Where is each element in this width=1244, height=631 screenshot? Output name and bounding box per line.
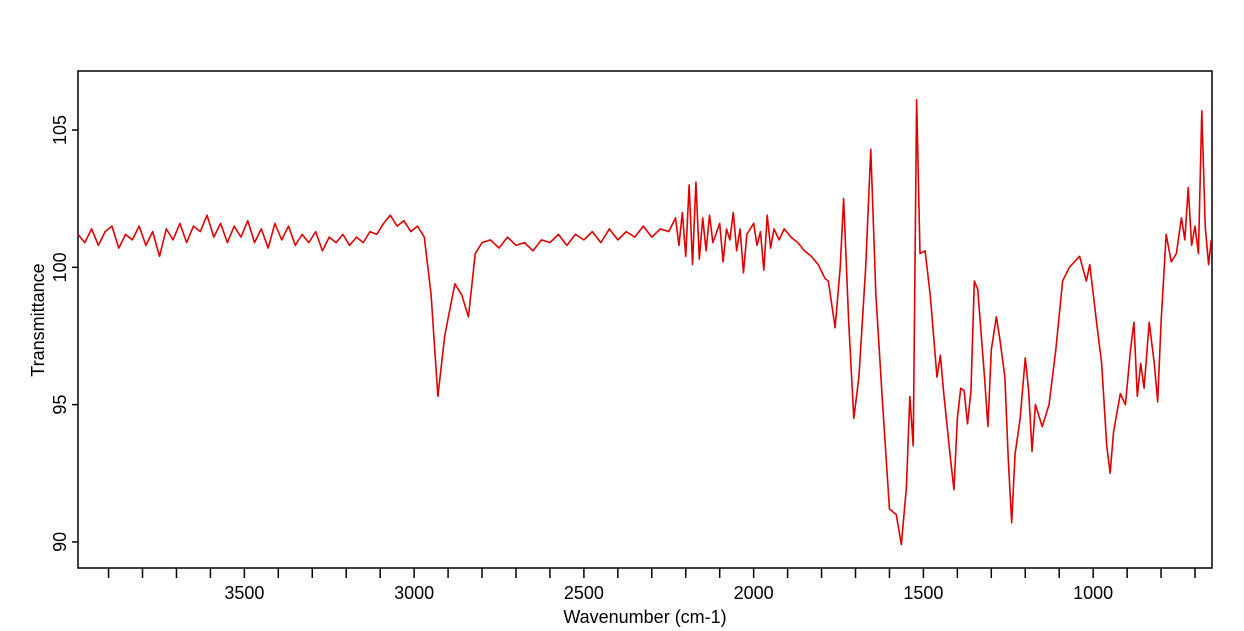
y-tick-label: 100 <box>50 252 70 282</box>
y-axis-label: Transmittance <box>28 263 48 376</box>
x-axis-label: Wavenumber (cm-1) <box>563 607 726 627</box>
y-tick-label: 90 <box>50 532 70 552</box>
plot-frame <box>77 70 1213 569</box>
x-tick-label: 1500 <box>903 583 943 603</box>
x-tick-label: 2000 <box>734 583 774 603</box>
x-tick-label: 3000 <box>394 583 434 603</box>
x-tick-label: 2500 <box>564 583 604 603</box>
spectrum-line <box>77 99 1213 546</box>
x-tick-label: 1000 <box>1073 583 1113 603</box>
x-tick-label: 3500 <box>224 583 264 603</box>
y-tick-label: 105 <box>50 115 70 145</box>
y-tick-label: 95 <box>50 395 70 415</box>
